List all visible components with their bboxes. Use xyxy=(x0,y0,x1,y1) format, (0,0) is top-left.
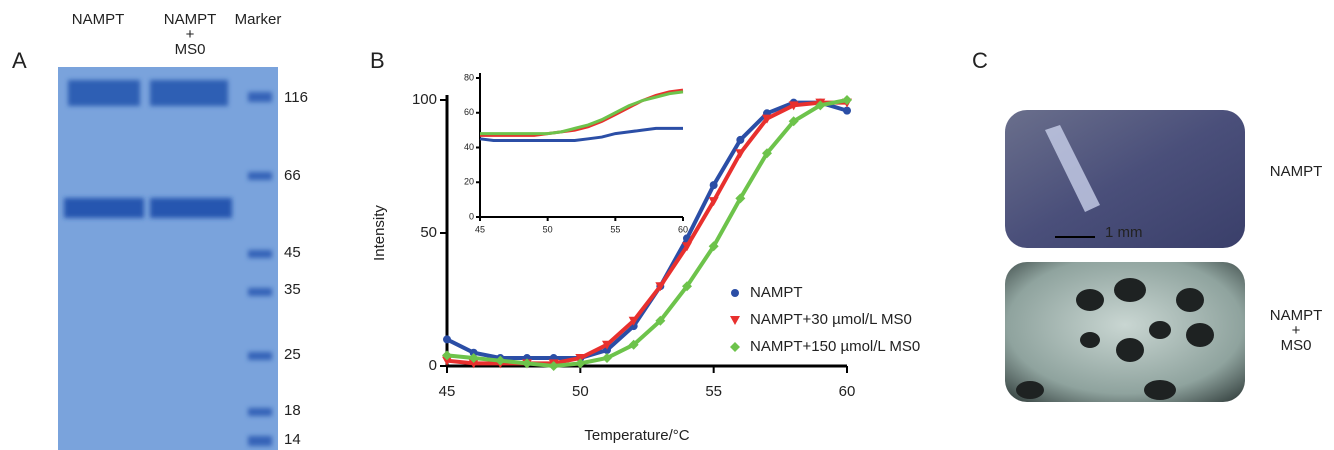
marker xyxy=(522,358,532,369)
marker xyxy=(843,106,851,115)
marker-size: 116 xyxy=(284,89,308,106)
marker xyxy=(735,193,746,204)
marker xyxy=(682,281,692,292)
marker xyxy=(842,95,852,105)
y-tick-label: 50 xyxy=(420,224,437,241)
marker xyxy=(708,197,719,207)
marker xyxy=(468,359,479,369)
marker xyxy=(468,353,479,364)
marker xyxy=(788,101,799,111)
y-tick-label: 0 xyxy=(429,357,437,374)
legend-label: NAMPT+150 µmol/L MS0 xyxy=(750,338,920,355)
marker xyxy=(548,361,559,371)
legend-label: NAMPT xyxy=(750,284,803,301)
sample-label: MS0 xyxy=(1281,337,1312,354)
y-axis-label: Intensity xyxy=(371,205,388,261)
x-tick-label: 50 xyxy=(572,383,589,400)
x-tick-label: 55 xyxy=(610,224,620,234)
y-tick-label: 0 xyxy=(469,211,474,221)
marker xyxy=(709,181,718,190)
marker xyxy=(655,315,666,326)
legend-label: NAMPT+30 µmol/L MS0 xyxy=(750,311,912,328)
marker xyxy=(442,350,452,361)
panel-letter: C xyxy=(972,48,988,73)
lane-label: MS0 xyxy=(175,41,206,58)
marker xyxy=(735,149,746,159)
marker xyxy=(602,340,612,350)
x-tick-label: 50 xyxy=(543,224,553,234)
sample-label: + xyxy=(1292,322,1301,339)
crystal-images xyxy=(1005,110,1245,402)
gel xyxy=(58,67,278,450)
marker-size: 66 xyxy=(284,167,301,184)
x-tick-label: 45 xyxy=(439,383,456,400)
marker-size: 18 xyxy=(284,402,301,419)
y-tick-label: 60 xyxy=(464,107,474,117)
marker xyxy=(762,148,772,159)
x-tick-label: 45 xyxy=(475,224,485,234)
marker xyxy=(628,339,639,350)
marker xyxy=(682,242,692,252)
series-line xyxy=(479,126,683,143)
marker xyxy=(603,346,611,355)
y-tick-label: 80 xyxy=(464,72,474,82)
marker-size: 14 xyxy=(284,431,301,448)
marker-size: 35 xyxy=(284,281,301,298)
sample-label: NAMPT xyxy=(1270,307,1323,324)
marker xyxy=(730,316,740,325)
y-tick-label: 40 xyxy=(464,142,474,152)
marker-size: 45 xyxy=(284,244,301,261)
series-line xyxy=(480,90,684,136)
marker xyxy=(731,289,739,297)
x-tick-label: 60 xyxy=(678,224,688,234)
scale-bar-label: 1 mm xyxy=(1105,224,1143,241)
marker xyxy=(815,100,826,111)
panel-letter: A xyxy=(12,48,27,73)
marker xyxy=(655,282,666,292)
sample-label: NAMPT xyxy=(1270,163,1323,180)
marker xyxy=(628,316,639,326)
lane-label: Marker xyxy=(235,11,282,28)
marker xyxy=(469,348,478,357)
marker xyxy=(736,135,745,144)
panel-letter: B xyxy=(370,48,385,73)
x-tick-label: 55 xyxy=(705,383,722,400)
lane-label: NAMPT xyxy=(72,11,125,28)
marker xyxy=(602,353,612,364)
marker xyxy=(575,358,586,369)
series-line xyxy=(446,98,848,369)
lane-label: + xyxy=(186,26,195,43)
marker xyxy=(495,355,506,366)
lane-label: NAMPT xyxy=(164,11,217,28)
marker xyxy=(442,356,452,366)
x-tick-label: 60 xyxy=(839,383,856,400)
x-axis-label: Temperature/°C xyxy=(584,427,689,444)
marker xyxy=(730,342,740,352)
y-tick-label: 20 xyxy=(464,177,474,187)
y-tick-label: 100 xyxy=(412,91,437,108)
marker xyxy=(443,335,451,344)
marker-size: 25 xyxy=(284,346,301,363)
marker xyxy=(762,114,772,124)
marker xyxy=(708,241,719,252)
marker xyxy=(788,116,799,127)
